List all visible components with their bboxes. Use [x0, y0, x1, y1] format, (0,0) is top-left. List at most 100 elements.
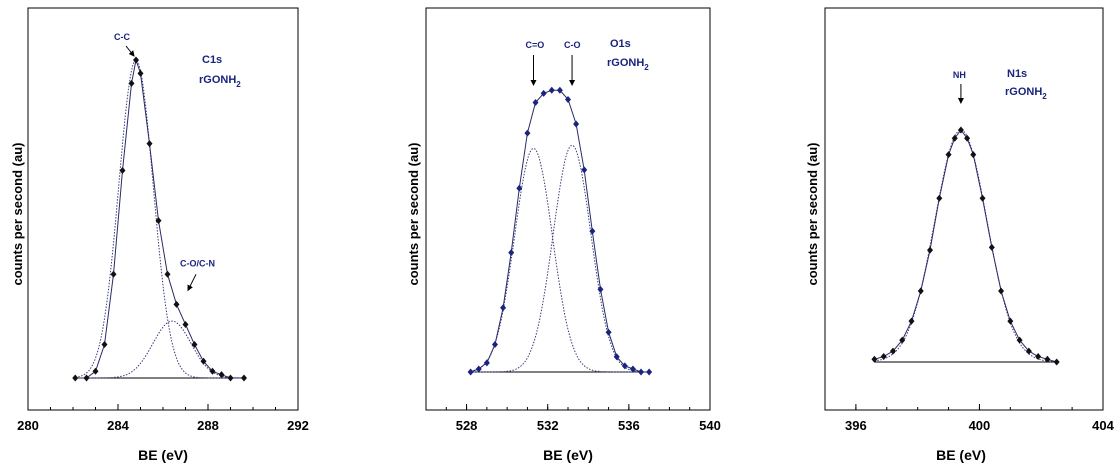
data-point [605, 328, 612, 336]
sample-label-text: rGONH [607, 57, 644, 69]
sample-label-text: rGONH [1005, 86, 1042, 98]
data-point [988, 243, 995, 251]
peak-label: NH [953, 70, 966, 80]
data-point [979, 194, 986, 202]
data-point [173, 300, 180, 308]
x-tick-label: 528 [456, 418, 478, 433]
subscript-two: 2 [1042, 92, 1047, 101]
x-axis-label: BE (eV) [936, 447, 986, 463]
x-ticks: 396 400 404 [824, 404, 1115, 433]
plot-frame [27, 7, 299, 411]
x-tick-label: 540 [699, 418, 721, 433]
envelope-fit-line [874, 129, 1057, 363]
x-ticks: 528 532 536 540 [425, 404, 721, 433]
sample-label: rGONH2 [199, 74, 241, 89]
annotations: C-C C-O/C-N [114, 32, 215, 292]
x-tick-label: 400 [969, 418, 991, 433]
data-point [191, 341, 198, 349]
data-point [646, 368, 653, 376]
data-point [110, 270, 117, 278]
data-point [475, 365, 482, 373]
data-point [908, 317, 915, 325]
data-point [629, 365, 636, 373]
data-point [200, 357, 207, 365]
data-point [146, 140, 153, 148]
data-point [889, 347, 896, 355]
data-point [133, 56, 139, 64]
data-point [936, 194, 943, 202]
x-tick-label: 288 [197, 418, 219, 433]
data-point [581, 166, 588, 174]
data-point [128, 79, 135, 87]
data-point [927, 246, 934, 254]
data-point [998, 287, 1005, 295]
data-point [227, 374, 234, 382]
panel-o1s: counts per second (au) BE (eV) 528 532 536… [406, 7, 721, 463]
data-point [1016, 336, 1023, 344]
data-point [92, 367, 99, 375]
data-point [164, 270, 171, 278]
data-point [597, 285, 604, 293]
data-point [565, 95, 571, 103]
data-point [508, 249, 515, 257]
data-point [500, 304, 507, 312]
data-point [589, 227, 596, 235]
envelope-fit-line [470, 89, 650, 373]
data-point [491, 340, 498, 348]
panel-n1s: counts per second (au) BE (eV) 396 400 404… [805, 7, 1115, 463]
data-point [964, 134, 971, 142]
peak-label: C=O [526, 40, 545, 50]
data-point [1007, 317, 1014, 325]
data-point [957, 126, 964, 134]
data-point [573, 120, 580, 128]
peak-arrow [125, 45, 135, 57]
series-layer [72, 56, 247, 382]
data-point [540, 89, 547, 97]
subscript-two: 2 [236, 80, 241, 89]
x-tick-label: 536 [618, 418, 640, 433]
component-fit-c-o [470, 144, 650, 373]
data-point [951, 134, 958, 142]
plot-frame [425, 7, 711, 411]
spectrum-title: C1s [202, 54, 222, 66]
component-fit-c-o [470, 148, 650, 373]
data-point [101, 341, 108, 349]
sample-label-text: rGONH [199, 74, 236, 86]
data-point [613, 353, 620, 361]
data-point [155, 217, 162, 225]
data-point [970, 151, 977, 159]
y-axis-label: counts per second (au) [10, 142, 25, 285]
x-tick-label: 396 [845, 418, 867, 433]
data-point [483, 359, 490, 367]
data-point [945, 151, 952, 159]
data-point [532, 99, 539, 106]
spectrum-title: N1s [1007, 68, 1027, 80]
data-point [917, 287, 924, 295]
component-fit-c-c [75, 59, 244, 379]
data-point [880, 353, 887, 361]
series-layer [467, 86, 653, 376]
data-point [137, 69, 144, 77]
data-point [241, 374, 247, 382]
peak-arrow [187, 274, 197, 292]
x-axis-label: BE (eV) [138, 447, 188, 463]
y-axis-label: counts per second (au) [805, 142, 820, 285]
annotations: C=O C-O [526, 40, 581, 86]
data-point [548, 86, 555, 94]
data-point [871, 355, 878, 363]
sample-label: rGONH2 [1005, 86, 1047, 101]
series-layer [871, 126, 1060, 366]
data-point [467, 368, 474, 376]
x-tick-label: 292 [287, 418, 309, 433]
data-point [218, 371, 225, 379]
data-point [182, 320, 189, 328]
data-point [1044, 355, 1051, 363]
data-point [209, 367, 216, 375]
annotations: NH [953, 70, 966, 104]
data-point [899, 336, 906, 344]
x-ticks: 280 284 288 292 [17, 404, 309, 433]
spectrum-title: O1s [610, 38, 631, 50]
data-point [83, 374, 90, 382]
x-tick-label: 284 [107, 418, 129, 433]
component-fit-c-o-c-n [75, 320, 245, 379]
